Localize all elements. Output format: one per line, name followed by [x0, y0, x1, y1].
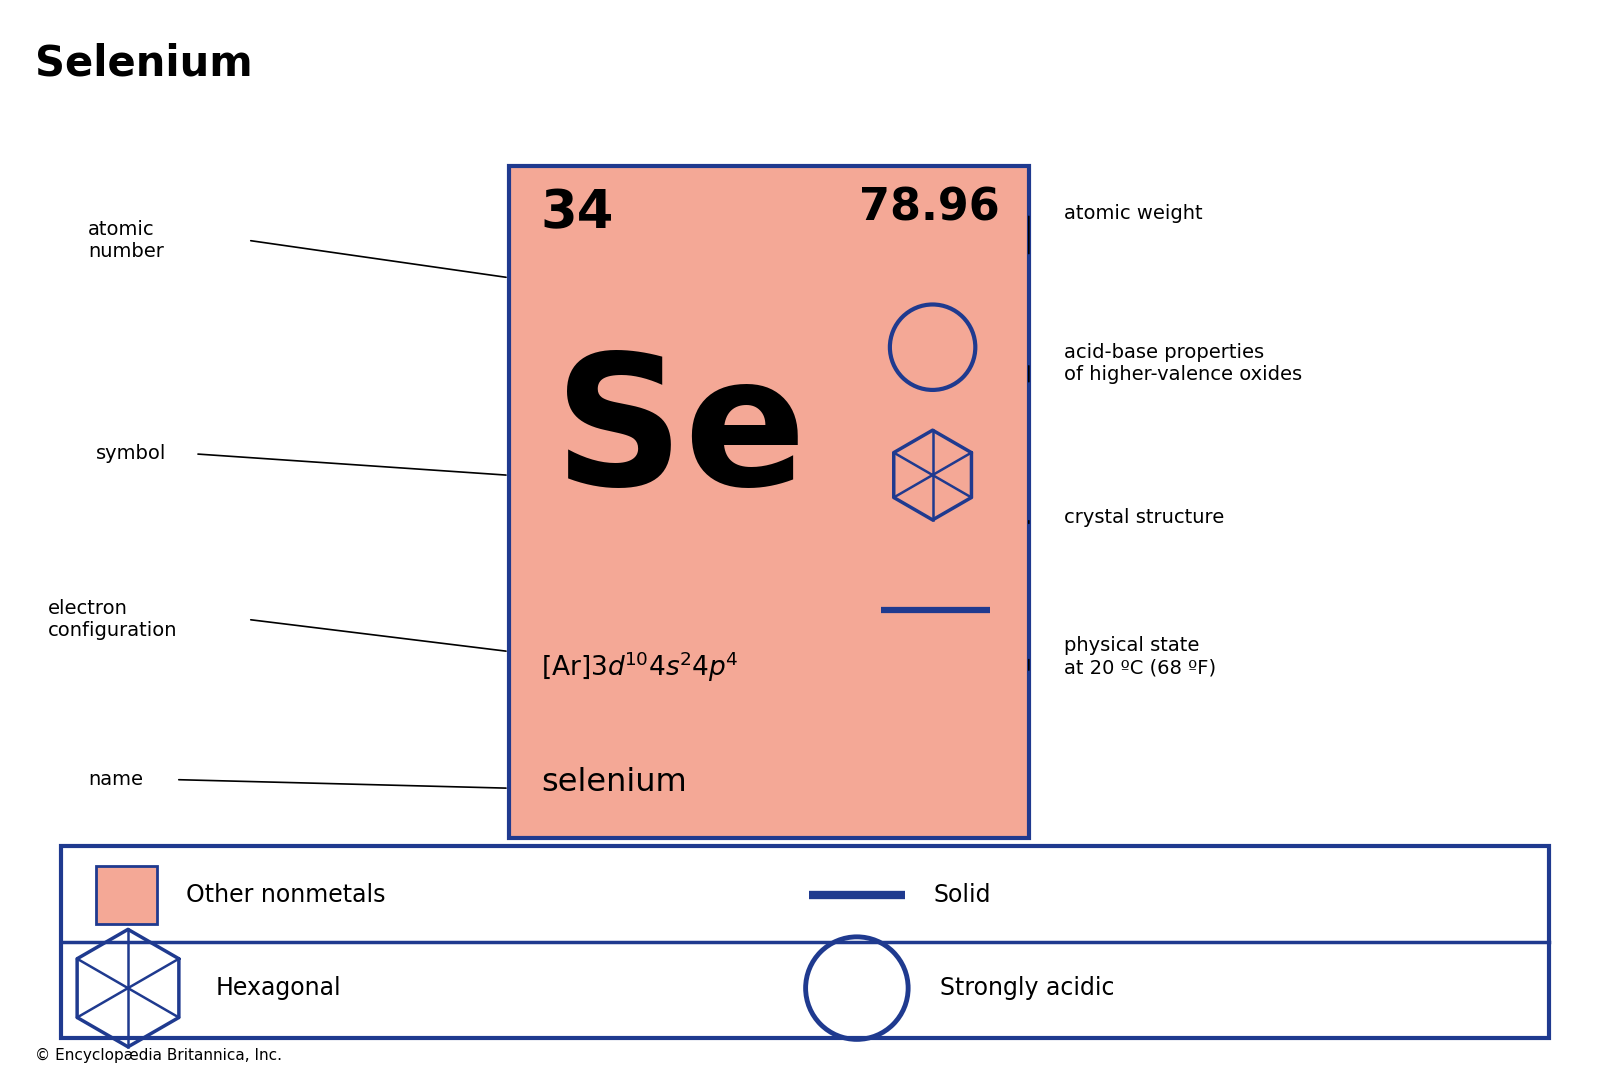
FancyBboxPatch shape [96, 865, 157, 924]
FancyBboxPatch shape [61, 846, 1549, 1038]
Text: Strongly acidic: Strongly acidic [941, 976, 1115, 1000]
Text: symbol: symbol [96, 444, 166, 464]
Text: crystal structure: crystal structure [1064, 508, 1224, 528]
Text: 34: 34 [541, 187, 614, 239]
FancyBboxPatch shape [509, 166, 1029, 838]
Text: electron
configuration: electron configuration [48, 599, 178, 640]
Text: 78.96: 78.96 [859, 187, 1000, 230]
Text: selenium: selenium [541, 767, 686, 798]
Text: © Encyclopædia Britannica, Inc.: © Encyclopædia Britannica, Inc. [35, 1048, 282, 1063]
Text: acid-base properties
of higher-valence oxides: acid-base properties of higher-valence o… [1064, 343, 1302, 383]
Text: Hexagonal: Hexagonal [216, 976, 341, 1000]
Text: physical state
at 20 ºC (68 ºF): physical state at 20 ºC (68 ºF) [1064, 637, 1216, 677]
Text: Solid: Solid [934, 883, 990, 907]
Text: atomic weight: atomic weight [1064, 204, 1203, 223]
Text: atomic
number: atomic number [88, 220, 163, 261]
Text: name: name [88, 770, 142, 789]
Text: Selenium: Selenium [35, 43, 253, 84]
Text: Se: Se [554, 347, 806, 522]
Text: $\mathregular{[Ar]3}d\mathregular{^{10}4}s\mathregular{^{2}4}p\mathregular{^{4}}: $\mathregular{[Ar]3}d\mathregular{^{10}4… [541, 649, 738, 685]
Text: Other nonmetals: Other nonmetals [186, 883, 386, 907]
